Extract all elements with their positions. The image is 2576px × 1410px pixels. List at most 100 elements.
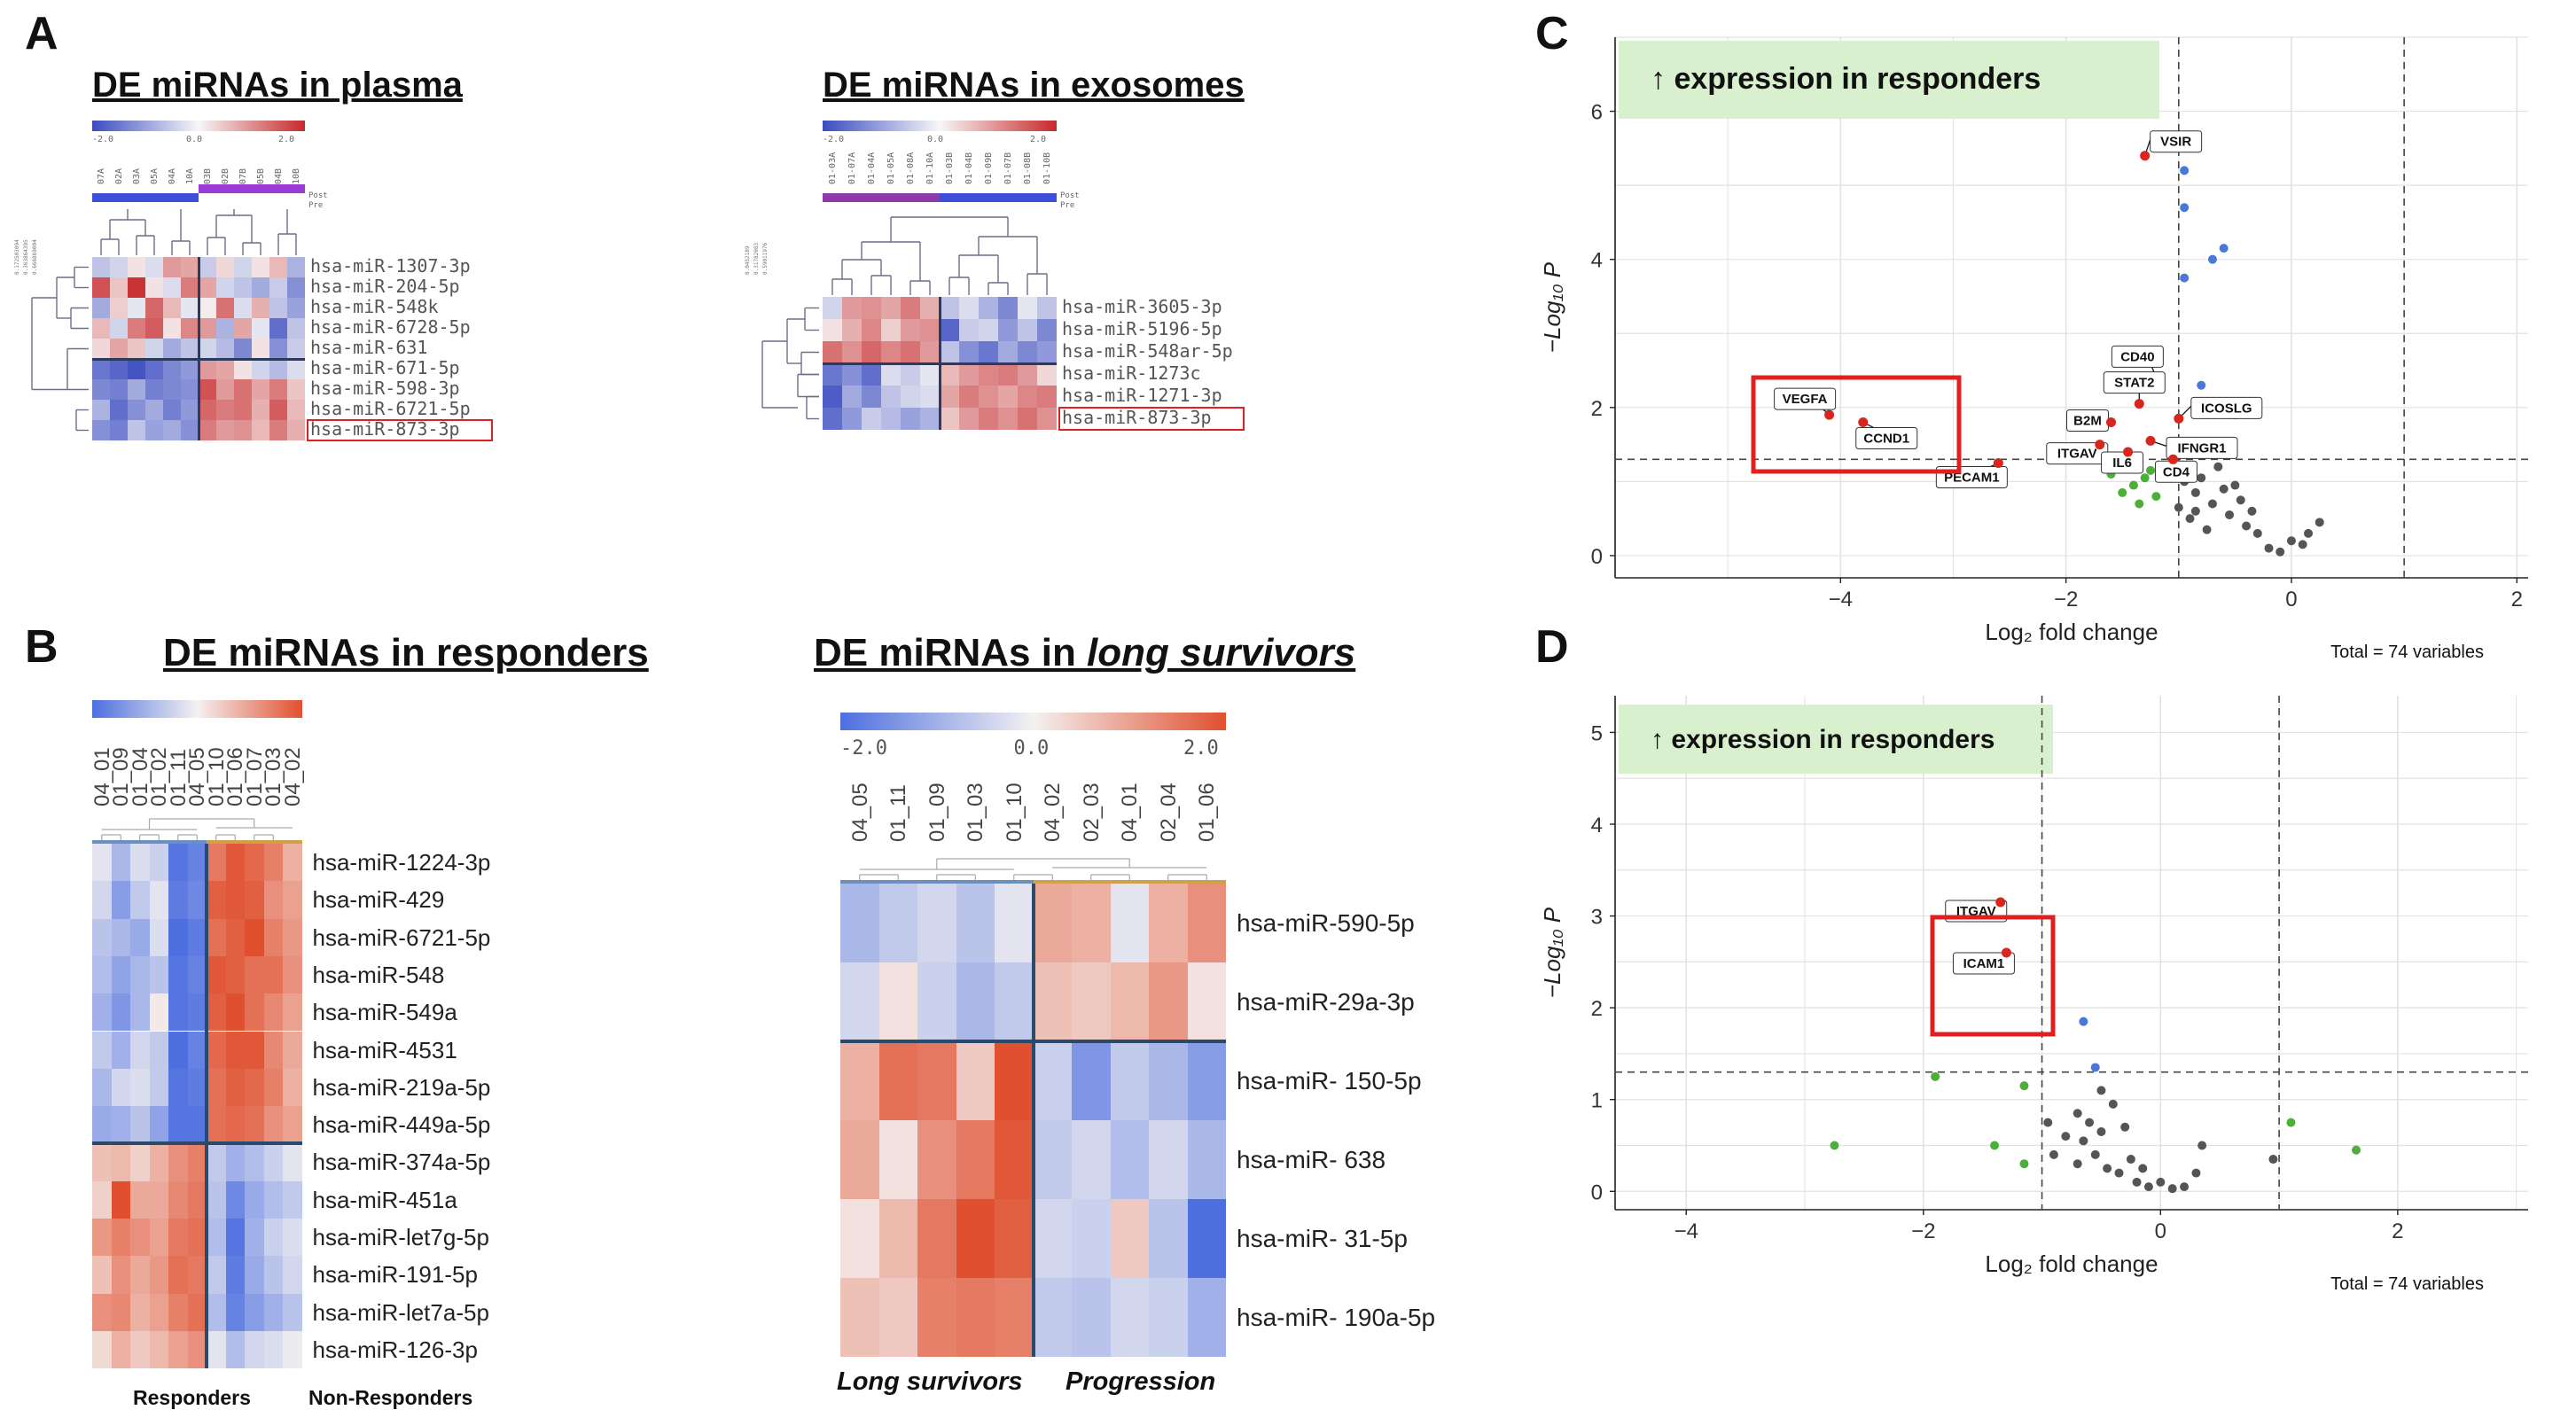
plasma-heat-cell: [181, 400, 199, 420]
gene-label-box: [2111, 345, 2164, 368]
gene-label: IFNGR1: [2178, 440, 2227, 456]
responders-row-label: hsa-miR-219a-5p: [312, 1073, 491, 1101]
responders-row-label: hsa-miR-126-3p: [312, 1336, 478, 1363]
plasma-heat-cell: [110, 277, 128, 298]
data-point-blue: [2207, 254, 2217, 264]
gene-label-box: [1774, 387, 1837, 410]
exosomes-row-label: hsa-miR-1273c: [1062, 362, 1201, 384]
responders-heat-cell: [245, 993, 264, 1032]
survivors-heat-cell: [956, 1120, 995, 1199]
panel-label-a: A: [25, 8, 59, 59]
responders-heat-cell: [225, 1293, 245, 1331]
plasma-heat-cell: [199, 339, 216, 359]
responders-heat-cell: [111, 918, 130, 956]
plasma-heat-cell: [128, 379, 145, 400]
survivors-heat-cell: [878, 1120, 917, 1199]
responders-heat-cell: [225, 1031, 245, 1069]
plasma-heat-cell: [234, 379, 252, 400]
exosomes-heat-cell: [842, 297, 862, 319]
plasma-heat-cell: [145, 379, 163, 400]
responders-row-label: hsa-miR-548: [312, 961, 445, 988]
plasma-column-label: 10A: [185, 167, 195, 184]
responders-heat-cell: [149, 1219, 168, 1257]
survivors-column-label: 01_09: [925, 783, 949, 842]
survivors-heat-cell: [956, 884, 995, 962]
exosomes-heat-cell: [862, 386, 881, 408]
responders-heat-cell: [187, 918, 207, 956]
gene-label: ITGAV: [2057, 447, 2097, 462]
plasma-heat-cell: [234, 420, 252, 440]
survivors-column-separator: [1031, 884, 1035, 1357]
survivors-title-prefix: DE miRNAs in: [814, 631, 1088, 674]
responders-heat-cell: [149, 1106, 168, 1144]
survivors-heat-cell: [917, 884, 956, 962]
exosomes-heat-cell: [959, 363, 979, 386]
responders-heat-cell: [225, 1330, 245, 1369]
exosomes-heat-cell: [1018, 341, 1037, 363]
data-point-grey: [2079, 1136, 2088, 1146]
plasma-heat-cell: [110, 318, 128, 339]
exosomes-heat-cell: [1018, 297, 1037, 319]
data-point-grey: [2103, 1164, 2112, 1173]
survivors-heat-cell: [1149, 1199, 1188, 1278]
survivors-group-bar-1: [840, 880, 1034, 884]
plasma-heat-cell: [287, 359, 305, 379]
plasma-heat-cell: [234, 298, 252, 318]
survivors-heat-cell: [956, 962, 995, 1041]
survivors-column-label: 01_11: [886, 784, 911, 842]
exosomes-heat-cell: [1037, 408, 1057, 430]
responders-column-separator: [205, 844, 208, 1369]
plasma-heat-cell: [110, 359, 128, 379]
data-point-grey: [2275, 547, 2285, 557]
exosomes-heat-cell: [940, 363, 959, 386]
responders-title: DE miRNAs in responders: [163, 631, 649, 674]
exosomes-heat-cell: [940, 319, 959, 341]
exosomes-heat-cell: [842, 408, 862, 430]
plasma-legend-a: Post: [308, 191, 328, 200]
responders-heat-cell: [225, 1219, 245, 1257]
data-point-grey: [2114, 1168, 2124, 1178]
exosomes-heat-cell: [940, 341, 959, 363]
survivors-scale-min: -2.0: [840, 737, 887, 760]
responders-heat-cell: [283, 1106, 302, 1144]
plasma-heat-cell: [287, 420, 305, 440]
data-point-grey: [2191, 1168, 2201, 1178]
plasma-heat-cell: [269, 400, 287, 420]
plasma-heat-cell: [287, 339, 305, 359]
exosomes-heat-cell: [998, 408, 1018, 430]
responders-heat-cell: [263, 1106, 283, 1144]
plasma-heat-cell: [181, 359, 199, 379]
survivors-row-label: hsa-miR- 150-5p: [1237, 1067, 1422, 1095]
x-tick-label: 2: [2511, 588, 2523, 612]
exosomes-column-label: 01-03B: [945, 152, 955, 184]
data-point-grey: [2268, 1155, 2278, 1165]
plasma-column-label: 02B: [221, 167, 230, 184]
responders-color-scale: [92, 700, 302, 718]
responders-heat-cell: [207, 1031, 226, 1069]
y-tick-label: 3: [1591, 906, 1603, 930]
plasma-row-label: hsa-miR-548k: [310, 296, 439, 317]
responders-heat-cell: [207, 993, 226, 1032]
data-point-highlighted: [1824, 409, 1835, 420]
responders-heat-cell: [111, 955, 130, 994]
highlight-box: [1751, 375, 1962, 474]
plasma-heat-cell: [92, 318, 110, 339]
survivors-heat-cell: [1072, 1120, 1111, 1199]
survivors-heat-cell: [956, 1278, 995, 1357]
exosomes-heat-cell: [979, 386, 998, 408]
total-variables-label: Total = 74 variables: [2330, 1274, 2484, 1294]
survivors-heat-cell: [1033, 884, 1072, 962]
plasma-heat-cell: [92, 420, 110, 440]
x-tick-label: −4: [1674, 1219, 1698, 1243]
exosomes-heat-cell: [842, 319, 862, 341]
plasma-heat-cell: [181, 298, 199, 318]
data-point-grey: [2143, 1182, 2153, 1192]
plasma-heat-cell: [163, 298, 181, 318]
responders-heat-cell: [130, 1031, 150, 1069]
plasma-heat-cell: [110, 420, 128, 440]
exosomes-heat-cell: [920, 363, 940, 386]
responders-heat-cell: [245, 1180, 264, 1219]
responders-heat-cell: [168, 1143, 188, 1181]
panel-label-d: D: [1535, 621, 1569, 673]
responders-heat-cell: [245, 1330, 264, 1369]
